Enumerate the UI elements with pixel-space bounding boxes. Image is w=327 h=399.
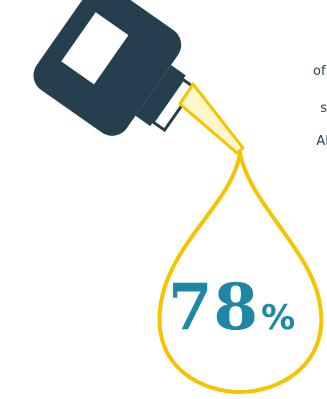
bottle-neck-ring: [150, 77, 197, 133]
side-text-line-1: of r: [312, 64, 327, 79]
bottle-label: [61, 12, 129, 85]
percentage-stat: 78%: [168, 270, 295, 345]
dropper-tip: [178, 82, 245, 155]
drop-outline: [157, 151, 324, 394]
bottle-collar: [135, 65, 186, 127]
percentage-value: 78: [168, 270, 260, 345]
side-text-line-3: AN: [316, 134, 327, 149]
percentage-sign: %: [261, 298, 296, 338]
side-text-line-2: se: [320, 101, 327, 116]
bottle: [33, 0, 197, 136]
